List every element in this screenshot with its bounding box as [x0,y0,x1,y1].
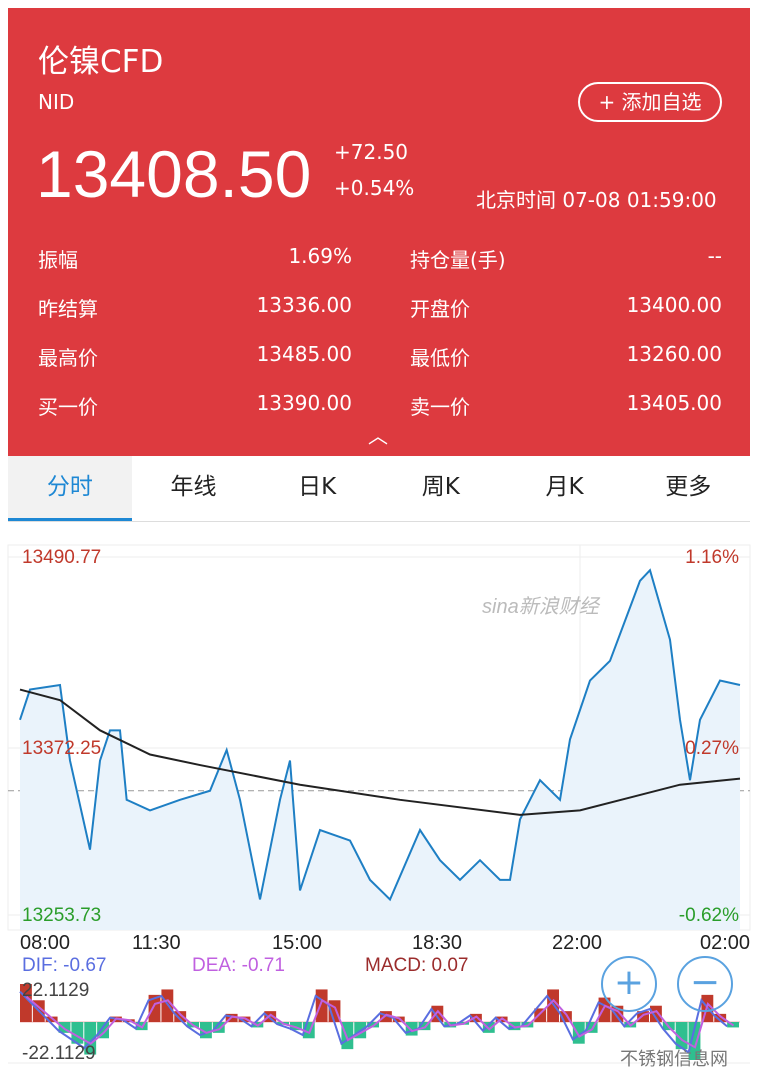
average-price-line [19,688,741,816]
macd-bar [418,1022,431,1031]
last-price: 13408.50 [36,137,312,211]
macd-bar [547,989,559,1022]
quote-time: 北京时间 07-08 01:59:00 [476,188,717,212]
macd-bar [431,1005,444,1022]
macd-bar [161,989,174,1022]
price-line [19,568,741,902]
stat-value: 13405.00 [626,391,722,415]
macd-bar [200,1022,212,1039]
y-label-top: 13490.77 [22,547,102,568]
tab-0[interactable]: 分时 [8,456,132,521]
tab-5[interactable]: 更多 [665,474,712,500]
instrument-name: 伦镍CFD [38,44,164,80]
macd-bar [341,1022,354,1050]
stat-label: 持仓量(手) [410,248,506,272]
macd-bar [302,1022,315,1039]
macd-bar [405,1022,418,1036]
macd-bar [367,1022,379,1028]
footer-watermark: 不锈钢信息网 [620,1049,728,1069]
stat-label: 昨结算 [38,297,98,321]
quote-header: 伦镍CFD NID + 添加自选 13408.50 +72.50 +0.54% … [8,8,750,456]
zoom-in-button[interactable]: + [601,956,657,1012]
x-tick-label: 18:30 [412,932,463,954]
macd-bar [148,994,161,1022]
stat-label: 振幅 [38,248,78,272]
chart-tabs: 分时 年线 日K 周K 月K 更多 [8,456,750,522]
macd-bar [97,1022,109,1039]
macd-legend: MACD: 0.07 [365,955,469,976]
macd-bar [714,1013,727,1022]
macd-bar [572,1022,585,1044]
macd-bar [560,1011,572,1022]
macd-bar [675,1022,688,1050]
macd-bar [598,997,611,1022]
macd-top-label: 22.1129 [22,980,90,1001]
macd-bar [58,1022,71,1033]
sina-watermark: sina新浪财经 [482,596,599,618]
macd-bar [71,1022,84,1044]
macd-bar [328,1000,341,1022]
pct-label-bottom: -0.62% [678,905,739,926]
macd-bar [264,1011,277,1022]
tab-2[interactable]: 日K [298,474,337,500]
price-change-pct: +0.54% [334,176,415,200]
macd-bottom-label: -22.1129 [22,1043,96,1064]
stat-label: 最高价 [38,346,98,370]
instrument-code: NID [38,90,75,114]
macd-bar [315,989,328,1022]
pct-label-top: 1.16% [685,547,739,568]
macd-bar [290,1022,302,1031]
tab-4[interactable]: 月K [545,474,584,500]
pct-label-mid: 0.27% [685,738,739,759]
stat-value: 13400.00 [626,293,722,317]
macd-bar [45,1016,58,1022]
stat-value: 1.69% [288,244,352,268]
stat-label: 卖一价 [410,395,470,419]
stat-value: 13485.00 [256,342,352,366]
stat-value: 13260.00 [626,342,722,366]
dea-legend: DEA: -0.71 [192,955,285,976]
macd-bar [84,1022,97,1055]
stat-value: 13390.00 [256,391,352,415]
x-tick-label: 22:00 [552,932,603,954]
macd-bar [688,1022,701,1060]
zoom-out-button[interactable]: − [677,956,733,1012]
x-tick-label: 08:00 [20,932,71,954]
tab-3[interactable]: 周K [421,474,460,500]
macd-bar [585,1022,598,1033]
stat-label: 最低价 [410,346,470,370]
macd-bar [380,1011,392,1022]
macd-bar [534,1008,547,1022]
macd-bar [174,1011,187,1022]
macd-bar [212,1022,225,1033]
stat-value: -- [707,244,722,268]
macd-bar [611,1005,624,1022]
y-label-mid: 13372.25 [22,738,102,759]
stat-label: 开盘价 [410,297,470,321]
price-change: +72.50 [334,140,409,164]
add-watchlist-button[interactable]: + 添加自选 [578,82,722,122]
chevron-up-icon[interactable]: ︿ [368,424,388,448]
macd-bar [20,984,32,1022]
dea-line [25,995,735,1049]
dif-legend: DIF: -0.67 [22,955,107,976]
price-area [20,570,740,930]
x-tick-label: 02:00 [700,932,751,954]
stat-value: 13336.00 [256,293,352,317]
macd-bar [650,1005,662,1022]
x-tick-label: 15:00 [272,932,323,954]
tab-1[interactable]: 年线 [170,474,217,500]
macd-bar [637,1011,649,1022]
y-label-bottom: 13253.73 [22,905,102,926]
stat-label: 买一价 [38,395,98,419]
x-tick-label: 11:30 [132,932,181,954]
